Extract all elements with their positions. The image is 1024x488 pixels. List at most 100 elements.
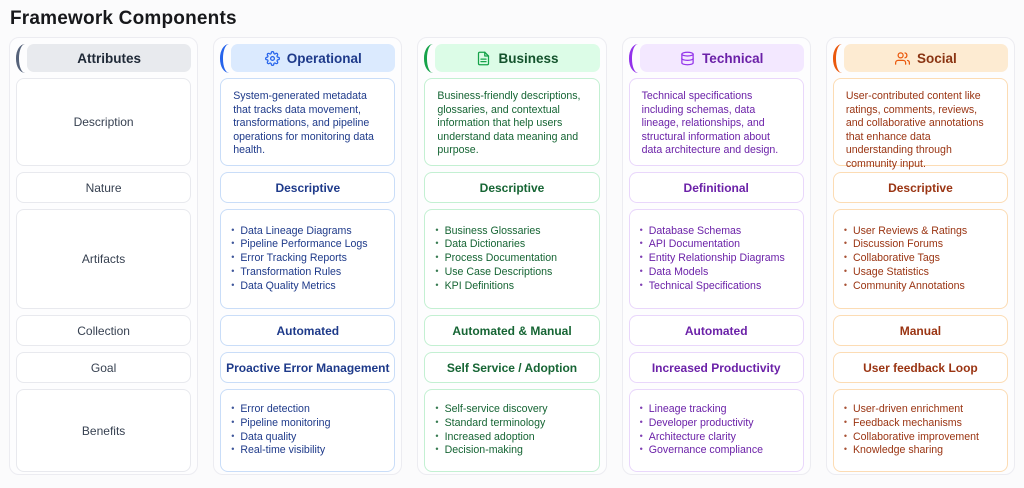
nature-cell: Definitional	[628, 172, 804, 203]
list-item: Error Tracking Reports	[231, 252, 367, 266]
collection-cell: Automated	[628, 315, 804, 346]
artifacts-cell: Business Glossaries Data Dictionaries Pr…	[424, 209, 600, 309]
list-item: Pipeline monitoring	[231, 417, 330, 431]
description-cell: System-generated metadata that tracks da…	[220, 78, 396, 166]
goal-cell: Proactive Error Management	[220, 352, 396, 383]
list-item: Business Glossaries	[435, 225, 557, 239]
header-pill-business: Business	[435, 44, 600, 72]
column-operational: Operational System-generated metadata th…	[213, 37, 403, 475]
column-title: Operational	[286, 50, 362, 66]
row-label-text: Collection	[77, 323, 130, 338]
artifacts-list: User Reviews & Ratings Discussion Forums…	[834, 225, 977, 294]
description-text: System-generated metadata that tracks da…	[233, 90, 374, 157]
list-item: Collaborative improvement	[844, 431, 979, 445]
goal-value: Proactive Error Management	[226, 360, 390, 375]
collection-cell: Manual	[832, 315, 1009, 346]
header-pill-attributes: Attributes	[27, 44, 192, 72]
row-label-text: Nature	[85, 180, 122, 195]
column-header-technical: Technical	[628, 43, 804, 73]
column-title: Business	[498, 50, 559, 66]
header-pill-technical: Technical	[639, 44, 804, 72]
column-title: Technical	[702, 50, 764, 66]
collection-value: Automated	[276, 323, 340, 338]
row-label-text: Artifacts	[81, 252, 126, 266]
list-item: Discussion Forums	[844, 238, 967, 252]
header-bracket	[220, 43, 229, 73]
nature-cell: Descriptive	[220, 172, 396, 203]
list-item: API Documentation	[640, 238, 785, 252]
list-item: Real-time visibility	[231, 444, 330, 458]
benefits-list: Lineage tracking Developer productivity …	[630, 403, 773, 458]
benefits-list: Self-service discovery Standard terminol…	[425, 403, 557, 458]
goal-value: Self Service / Adoption	[446, 360, 578, 375]
benefits-list: User-driven enrichment Feedback mechanis…	[834, 403, 989, 458]
list-item: Architecture clarity	[640, 431, 763, 445]
column-attributes: Attributes Description Nature Artifacts …	[9, 37, 199, 475]
list-item: Decision-making	[435, 444, 547, 458]
document-icon	[476, 51, 491, 66]
list-item: Process Documentation	[435, 252, 557, 266]
list-item: Community Annotations	[844, 280, 967, 294]
list-item: KPI Definitions	[435, 280, 557, 294]
list-item: Increased adoption	[435, 431, 547, 445]
row-label-collection: Collection	[16, 315, 192, 346]
column-header-business: Business	[424, 43, 600, 73]
list-item: User-driven enrichment	[844, 403, 979, 417]
artifacts-cell: Database Schemas API Documentation Entit…	[628, 209, 804, 309]
column-title: Social	[917, 50, 957, 66]
list-item: Self-service discovery	[435, 403, 548, 417]
description-cell: User-contributed content like ratings, c…	[832, 78, 1009, 170]
list-item: Database Schemas	[640, 225, 785, 239]
list-item: Developer productivity	[640, 417, 763, 431]
database-icon	[680, 51, 695, 66]
description-text: Technical specifications including schem…	[641, 90, 779, 157]
list-item: User Reviews & Ratings	[844, 225, 967, 239]
benefits-list: Error detection Pipeline monitoring Data…	[221, 403, 340, 458]
people-icon	[895, 51, 911, 66]
collection-cell: Automated	[220, 315, 396, 346]
row-label-artifacts: Artifacts	[16, 209, 192, 309]
benefits-cell: Self-service discovery Standard terminol…	[424, 389, 600, 472]
list-item: Pipeline Performance Logs	[231, 238, 367, 252]
list-item: Data Models	[640, 266, 785, 280]
description-text: User-contributed content like ratings, c…	[845, 90, 984, 170]
goal-cell: User feedback Loop	[832, 352, 1009, 383]
list-item: Data Dictionaries	[435, 238, 557, 252]
list-item: Data quality	[231, 431, 330, 445]
nature-value: Descriptive	[888, 180, 953, 195]
row-label-text: Benefits	[81, 423, 126, 438]
header-pill-operational: Operational	[231, 44, 396, 72]
nature-cell: Descriptive	[832, 172, 1009, 203]
nature-value: Descriptive	[479, 180, 545, 195]
column-social: Social User-contributed content like rat…	[825, 37, 1016, 475]
nature-cell: Descriptive	[424, 172, 600, 203]
list-item: Data Quality Metrics	[231, 280, 367, 294]
list-item: Use Case Descriptions	[435, 266, 557, 280]
header-bracket	[424, 43, 433, 73]
collection-value: Automated & Manual	[452, 323, 572, 338]
framework-board: Attributes Description Nature Artifacts …	[0, 30, 1024, 475]
list-item: Technical Specifications	[640, 280, 785, 294]
list-item: Data Lineage Diagrams	[231, 225, 367, 239]
goal-cell: Self Service / Adoption	[424, 352, 600, 383]
description-cell: Business-friendly descriptions, glossari…	[424, 78, 600, 166]
row-label-nature: Nature	[16, 172, 192, 203]
page-title: Framework Components	[10, 8, 237, 29]
list-item: Knowledge sharing	[844, 444, 979, 458]
list-item: Entity Relationship Diagrams	[640, 252, 785, 266]
row-label-goal: Goal	[16, 352, 192, 383]
benefits-cell: Lineage tracking Developer productivity …	[628, 389, 804, 472]
artifacts-cell: User Reviews & Ratings Discussion Forums…	[832, 209, 1009, 309]
header-bracket	[832, 43, 842, 73]
list-item: Usage Statistics	[844, 266, 967, 280]
column-header-social: Social	[832, 43, 1009, 73]
list-item: Transformation Rules	[231, 266, 367, 280]
column-header-attributes: Attributes	[16, 43, 192, 73]
artifacts-list: Data Lineage Diagrams Pipeline Performan…	[221, 225, 377, 294]
list-item: Collaborative Tags	[844, 252, 967, 266]
row-label-description: Description	[16, 78, 192, 166]
header-bracket	[16, 43, 25, 73]
list-item: Error detection	[231, 403, 330, 417]
header-bracket	[628, 43, 638, 73]
goal-value: User feedback Loop	[863, 360, 978, 375]
